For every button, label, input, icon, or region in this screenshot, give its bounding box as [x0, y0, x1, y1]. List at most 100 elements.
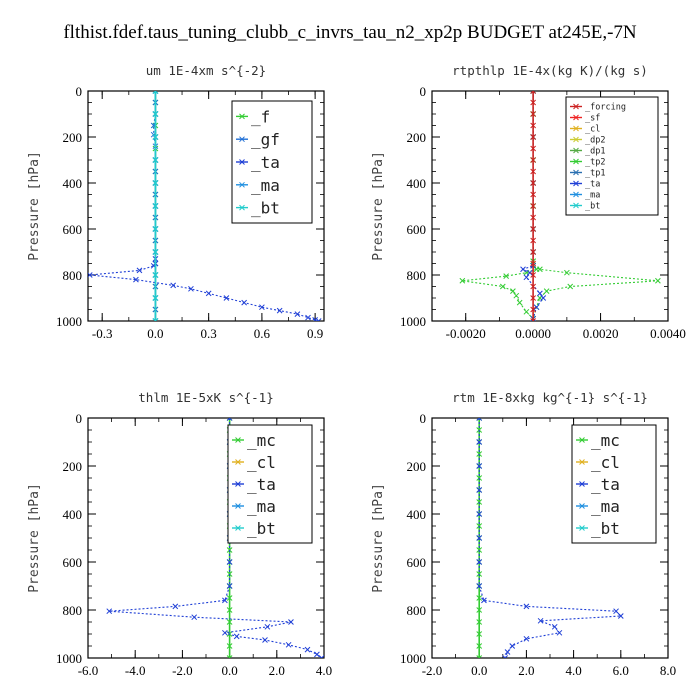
- y-tick-label: 1000: [56, 314, 82, 329]
- data-point-ta: [520, 266, 526, 273]
- data-point-tp2b: [567, 283, 574, 290]
- x-tick-label: 0.3: [201, 326, 217, 341]
- data-point-forcing: [530, 91, 534, 94]
- data-point-forcing: [530, 226, 536, 232]
- data-point-tp2: [523, 308, 530, 315]
- legend-label: _ta: [251, 153, 280, 172]
- legend-label: _bt: [247, 519, 276, 538]
- legend-label: _cl: [247, 453, 276, 472]
- legend-marker: [579, 481, 585, 487]
- legend-label: _f: [251, 107, 270, 126]
- data-point-ta: [476, 559, 483, 565]
- data-point-ta: [276, 307, 283, 314]
- legend-label: _ma: [251, 176, 280, 195]
- data-point-forcing: [530, 99, 536, 106]
- data-point-tp2b: [564, 269, 570, 276]
- y-axis-label: Pressure [hPa]: [27, 483, 42, 593]
- data-point-ta: [537, 617, 544, 624]
- data-point-ta: [523, 635, 530, 642]
- y-tick-label: 200: [63, 130, 83, 145]
- data-point-mc: [476, 631, 483, 637]
- x-tick-label: 4.0: [565, 663, 581, 678]
- data-point-forcing: [530, 203, 536, 209]
- legend-label: _mc: [591, 431, 620, 450]
- data-point-ta: [476, 418, 480, 421]
- legend-label: _bt: [251, 199, 280, 218]
- data-point-ta: [222, 629, 228, 636]
- legend-label: _bt: [585, 202, 600, 212]
- data-point-mc: [228, 655, 233, 658]
- data-point-tp2: [516, 299, 523, 306]
- y-tick-label: 800: [407, 603, 427, 618]
- x-tick-label: 0.0: [147, 326, 163, 341]
- data-point-tp2b: [537, 266, 543, 273]
- legend-marker: [235, 459, 241, 465]
- data-point-tp2: [503, 273, 510, 280]
- data-point-ta: [314, 651, 320, 658]
- data-point-bt: [152, 91, 157, 94]
- data-point-ta: [537, 290, 543, 297]
- data-point-bt: [152, 272, 159, 278]
- data-point-ta: [476, 463, 483, 469]
- y-axis-label: Pressure [hPa]: [27, 151, 42, 261]
- data-point-mc: [226, 595, 233, 601]
- series-group: [476, 418, 624, 658]
- data-point-ta: [533, 304, 540, 311]
- y-tick-label: 600: [407, 555, 427, 570]
- panel-title: um 1E-4xm s^{-2}: [146, 63, 266, 78]
- y-axis-label: Pressure [hPa]: [371, 151, 386, 261]
- x-tick-label: 0.0000: [515, 326, 551, 341]
- data-point-mc: [226, 607, 233, 613]
- data-point-forcing: [530, 145, 536, 152]
- legend-label: _cl: [591, 453, 620, 472]
- legend-label: _forcing: [585, 103, 626, 113]
- data-point-ta: [172, 603, 179, 610]
- data-point-bt: [152, 249, 159, 255]
- x-tick-label: 2.0: [269, 663, 285, 678]
- x-tick-label: 0.0: [221, 663, 237, 678]
- legend-marker: [579, 503, 585, 509]
- y-tick-label: 0: [420, 411, 427, 426]
- legend-label: _tp2: [585, 158, 605, 168]
- data-point-tp2b: [543, 288, 550, 294]
- data-point-ta: [285, 641, 292, 648]
- data-point-ta: [305, 314, 311, 321]
- data-point-ta: [318, 655, 323, 658]
- data-point-ta: [317, 318, 322, 321]
- series-group: [459, 91, 661, 321]
- data-point-ta: [294, 311, 301, 317]
- legend-label: _ta: [585, 180, 600, 190]
- data-point-ta: [613, 608, 619, 615]
- x-tick-label: 4.0: [316, 663, 332, 678]
- y-tick-label: 1000: [400, 651, 426, 666]
- data-point-forcing: [530, 283, 536, 290]
- chart-panel-3: thlm 1E-5xK s^{-1} Pressure [hPa] 0 200 400 6…: [27, 390, 332, 678]
- y-tick-label: 0: [76, 84, 83, 99]
- data-point-ta: [88, 272, 93, 278]
- legend: _mc _cl _ta _ma _bt: [227, 424, 313, 544]
- data-point-mc: [476, 607, 483, 613]
- y-tick-label: 800: [63, 603, 83, 618]
- y-axis-label: Pressure [hPa]: [371, 483, 386, 593]
- data-point-forcing: [530, 249, 536, 255]
- legend-marker: [573, 114, 579, 121]
- x-tick-label: 0.0040: [650, 326, 686, 341]
- data-point-ta: [222, 597, 228, 604]
- x-tick-label: -2.0: [422, 663, 443, 678]
- legend-marker: [239, 136, 245, 143]
- legend-marker: [573, 158, 579, 165]
- data-point-ta: [526, 269, 533, 276]
- x-tick-label: 6.0: [613, 663, 629, 678]
- legend-marker: [573, 103, 579, 110]
- legend-label: _dp2: [585, 136, 605, 146]
- legend-marker: [239, 204, 245, 211]
- data-point-ta: [226, 418, 231, 421]
- panel-title: thlm 1E-5xK s^{-1}: [138, 390, 273, 405]
- series-line-gf: [153, 91, 156, 321]
- data-point-ta: [288, 619, 294, 625]
- x-tick-label: -2.0: [172, 663, 193, 678]
- data-point-ta: [502, 655, 506, 658]
- data-point-ta: [226, 559, 233, 565]
- legend-label: _ta: [591, 475, 620, 494]
